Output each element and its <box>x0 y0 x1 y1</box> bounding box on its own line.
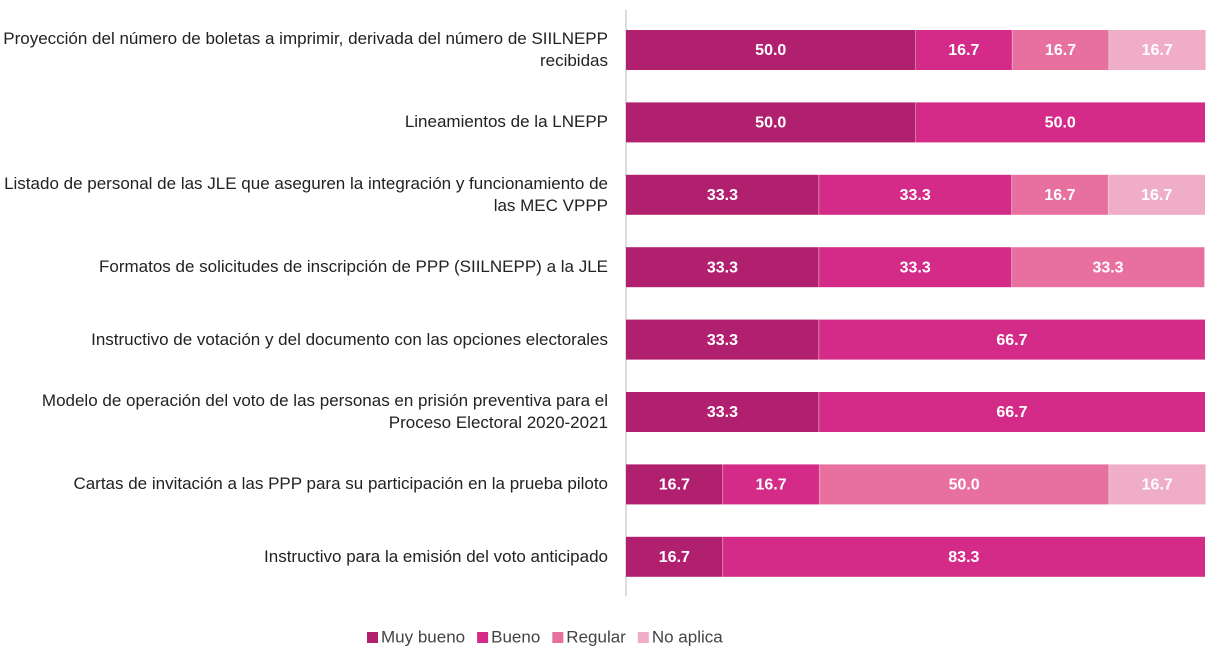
value-label: 33.3 <box>1092 259 1123 276</box>
category-label: Cartas de invitación a las PPP para su p… <box>73 474 608 494</box>
value-label: 16.7 <box>1141 187 1172 204</box>
bar-segment <box>626 464 723 505</box>
value-label: 16.7 <box>948 42 979 59</box>
value-label: 50.0 <box>755 42 786 59</box>
bar-segment <box>1011 174 1109 215</box>
legend-swatch <box>477 632 489 643</box>
value-label: 33.3 <box>707 404 738 421</box>
value-label: 16.7 <box>659 549 690 566</box>
bar-segment <box>626 174 819 215</box>
bar-segment <box>1108 174 1205 215</box>
legend-swatch <box>552 632 564 643</box>
value-label: 16.7 <box>1142 477 1173 494</box>
value-label: 66.7 <box>996 404 1027 421</box>
bar-segment <box>626 392 819 432</box>
category-label: Instructivo para la emisión del voto ant… <box>264 546 608 566</box>
bar-segment <box>818 247 1012 288</box>
value-label: 16.7 <box>755 477 786 494</box>
value-label: 33.3 <box>900 187 931 204</box>
value-label: 33.3 <box>707 259 738 276</box>
value-label: 33.3 <box>707 187 738 204</box>
legend-label: Regular <box>566 627 626 646</box>
bar-segment <box>626 319 819 360</box>
bar-segment <box>722 536 1205 577</box>
bar-segment <box>915 102 1205 143</box>
bar-segment <box>626 247 819 288</box>
value-label: 50.0 <box>755 115 786 132</box>
bar-segment <box>722 464 820 505</box>
value-label: 16.7 <box>1142 42 1173 59</box>
category-label: Lineamientos de la LNEPP <box>404 112 608 132</box>
value-label: 16.7 <box>1044 187 1075 204</box>
legend-swatch <box>367 632 378 643</box>
category-label: Instructivo de votación y del documento … <box>91 329 608 349</box>
category-label: Modelo de operación del voto de las pers… <box>41 391 608 432</box>
legend-swatch <box>637 632 649 643</box>
value-label: 33.3 <box>900 259 931 276</box>
bar-segment <box>1011 247 1205 288</box>
category-label: Formatos de solicitudes de inscripción d… <box>99 257 608 277</box>
legend-label: Muy bueno <box>381 627 465 646</box>
bar-segment <box>626 102 916 143</box>
bar-segment <box>626 536 723 577</box>
bar-segment <box>819 464 1109 505</box>
bar-segment <box>1108 30 1206 70</box>
value-label: 50.0 <box>949 477 980 494</box>
category-label: Proyección del número de boletas a impri… <box>3 29 608 70</box>
bar-segment <box>915 30 1013 70</box>
category-label: Listado de personal de las JLE que asegu… <box>4 173 608 215</box>
bar-segment <box>626 30 916 70</box>
legend-label: Bueno <box>491 627 540 646</box>
bar-segment <box>818 392 1205 432</box>
bar-segment <box>1012 30 1109 70</box>
value-label: 16.7 <box>1045 42 1076 59</box>
bar-segment <box>1108 464 1206 505</box>
value-label: 16.7 <box>659 477 690 494</box>
value-label: 33.3 <box>707 332 738 349</box>
bar-segment <box>818 319 1205 360</box>
legend-label: No aplica <box>652 627 723 646</box>
value-label: 83.3 <box>948 549 979 566</box>
value-label: 66.7 <box>996 332 1027 349</box>
bar-segment <box>818 174 1012 215</box>
value-label: 50.0 <box>1045 115 1076 132</box>
